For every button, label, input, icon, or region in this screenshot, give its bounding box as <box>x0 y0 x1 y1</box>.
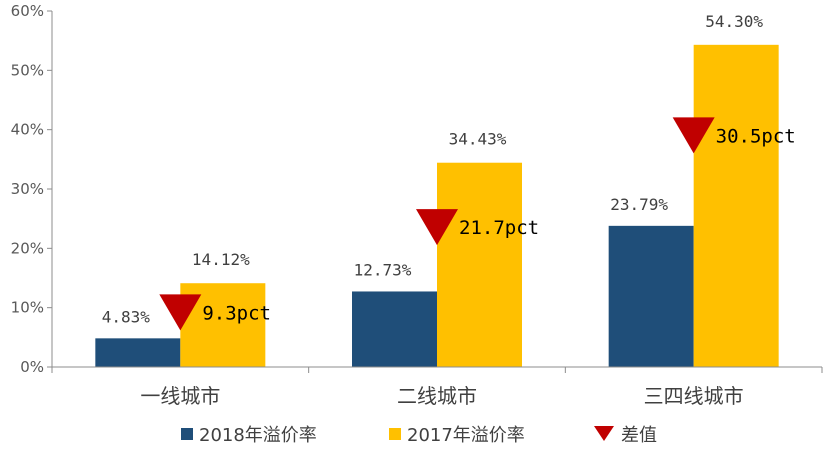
x-tick-label: 三四线城市 <box>644 384 744 408</box>
y-tick-label: 30% <box>11 180 44 198</box>
data-label-2018: 4.83% <box>102 307 151 326</box>
y-tick-label: 0% <box>20 358 44 376</box>
data-label-2017: 54.30% <box>705 12 763 31</box>
difference-marker <box>672 117 715 154</box>
data-label-2017: 34.43% <box>449 130 507 149</box>
y-tick-label: 50% <box>11 61 44 79</box>
legend-marker <box>594 426 614 441</box>
x-tick-label: 二线城市 <box>397 384 477 408</box>
data-label-2017: 14.12% <box>192 250 250 269</box>
bar-2018 <box>352 291 437 367</box>
difference-label: 9.3pct <box>202 302 271 324</box>
y-tick-label: 20% <box>11 239 44 257</box>
data-label-2018: 12.73% <box>354 260 412 279</box>
y-tick-label: 40% <box>11 121 44 139</box>
y-tick-label: 10% <box>11 299 44 317</box>
x-tick-label: 一线城市 <box>140 384 220 408</box>
legend-label: 差值 <box>621 425 657 446</box>
difference-marker <box>416 209 458 246</box>
x-axis: 一线城市 二线城市 三四线城市 <box>51 366 823 408</box>
legend-swatch <box>181 428 193 440</box>
difference-marker <box>159 294 202 331</box>
bar-2018 <box>608 225 694 367</box>
legend-label: 2017年溢价率 <box>407 425 525 446</box>
bar-2017 <box>437 162 522 367</box>
bar-2018 <box>95 338 181 367</box>
difference-markers: 9.3pct 21.7pct 30.5pct <box>159 117 796 331</box>
bars: 4.83% 14.12% 12.73% 34.43% 23.79% 54.30% <box>95 12 779 367</box>
bar-2017 <box>693 44 779 367</box>
difference-label: 30.5pct <box>716 125 796 147</box>
difference-label: 21.7pct <box>459 217 539 239</box>
legend: 2018年溢价率 2017年溢价率 差值 <box>181 425 657 446</box>
legend-label: 2018年溢价率 <box>199 425 317 446</box>
legend-swatch <box>389 428 401 440</box>
data-label-2018: 23.79% <box>610 195 668 214</box>
y-axis: 0% 10% 20% 30% 40% 50% 60% <box>11 2 53 376</box>
y-tick-label: 60% <box>11 2 44 20</box>
